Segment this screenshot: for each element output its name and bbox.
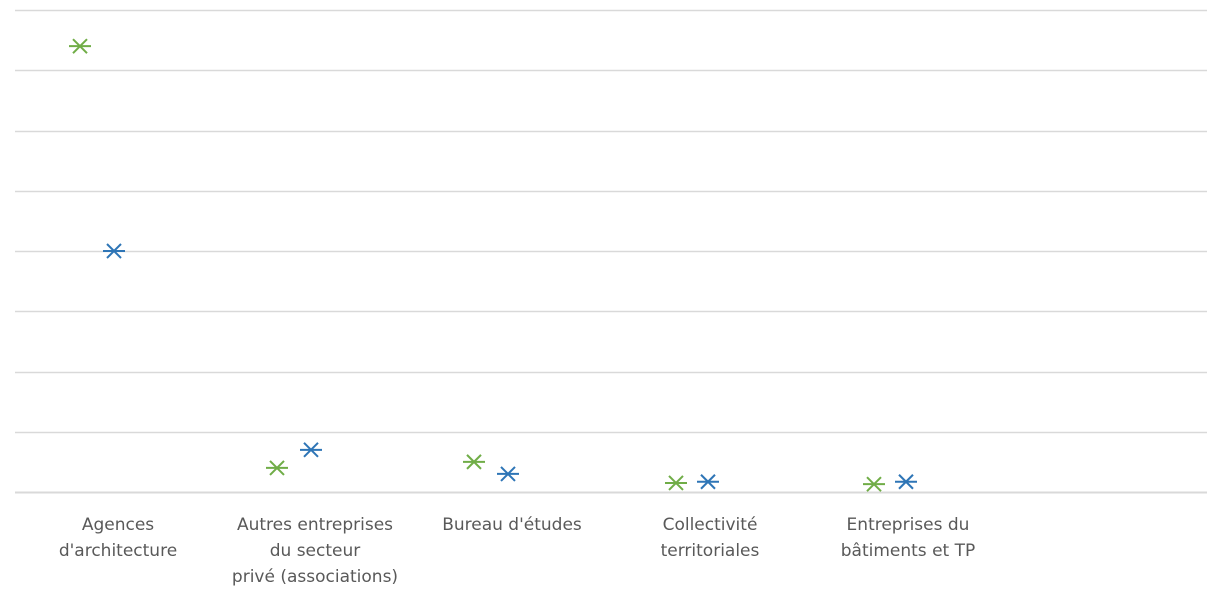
data-point-marker xyxy=(300,442,322,458)
category-label-line: d'architecture xyxy=(58,541,178,561)
data-point-marker xyxy=(665,475,687,491)
data-point-marker xyxy=(863,476,885,492)
category-label-line: Agences xyxy=(81,515,155,535)
data-markers xyxy=(69,38,917,492)
x-axis-category-label: Bureau d'études xyxy=(412,512,612,538)
category-label-line: du secteur xyxy=(269,541,361,561)
data-point-marker xyxy=(697,474,719,490)
x-axis-category-label: Autres entreprises du secteur privé (assoc… xyxy=(215,512,415,590)
x-axis-category-label: Collectivité territoriales xyxy=(610,512,810,564)
data-point-marker xyxy=(463,454,485,470)
category-label-line: Bureau d'études xyxy=(442,515,582,535)
data-point-marker xyxy=(895,474,917,490)
data-point-marker xyxy=(497,466,519,482)
category-label-line: privé (associations) xyxy=(231,567,399,587)
gridlines xyxy=(15,9,1207,494)
category-label-line: Autres entreprises xyxy=(236,515,394,535)
x-axis-category-label: Entreprises du bâtiments et TP xyxy=(808,512,1008,564)
data-point-marker xyxy=(69,38,91,54)
category-label-line: territoriales xyxy=(660,541,760,561)
category-label-line: Collectivité xyxy=(662,515,758,535)
category-label-line: bâtiments et TP xyxy=(840,541,976,561)
category-label-line: Entreprises du xyxy=(846,515,970,535)
data-point-marker xyxy=(103,243,125,259)
x-axis-category-label: Agences d'architecture xyxy=(18,512,218,564)
data-point-marker xyxy=(266,460,288,476)
